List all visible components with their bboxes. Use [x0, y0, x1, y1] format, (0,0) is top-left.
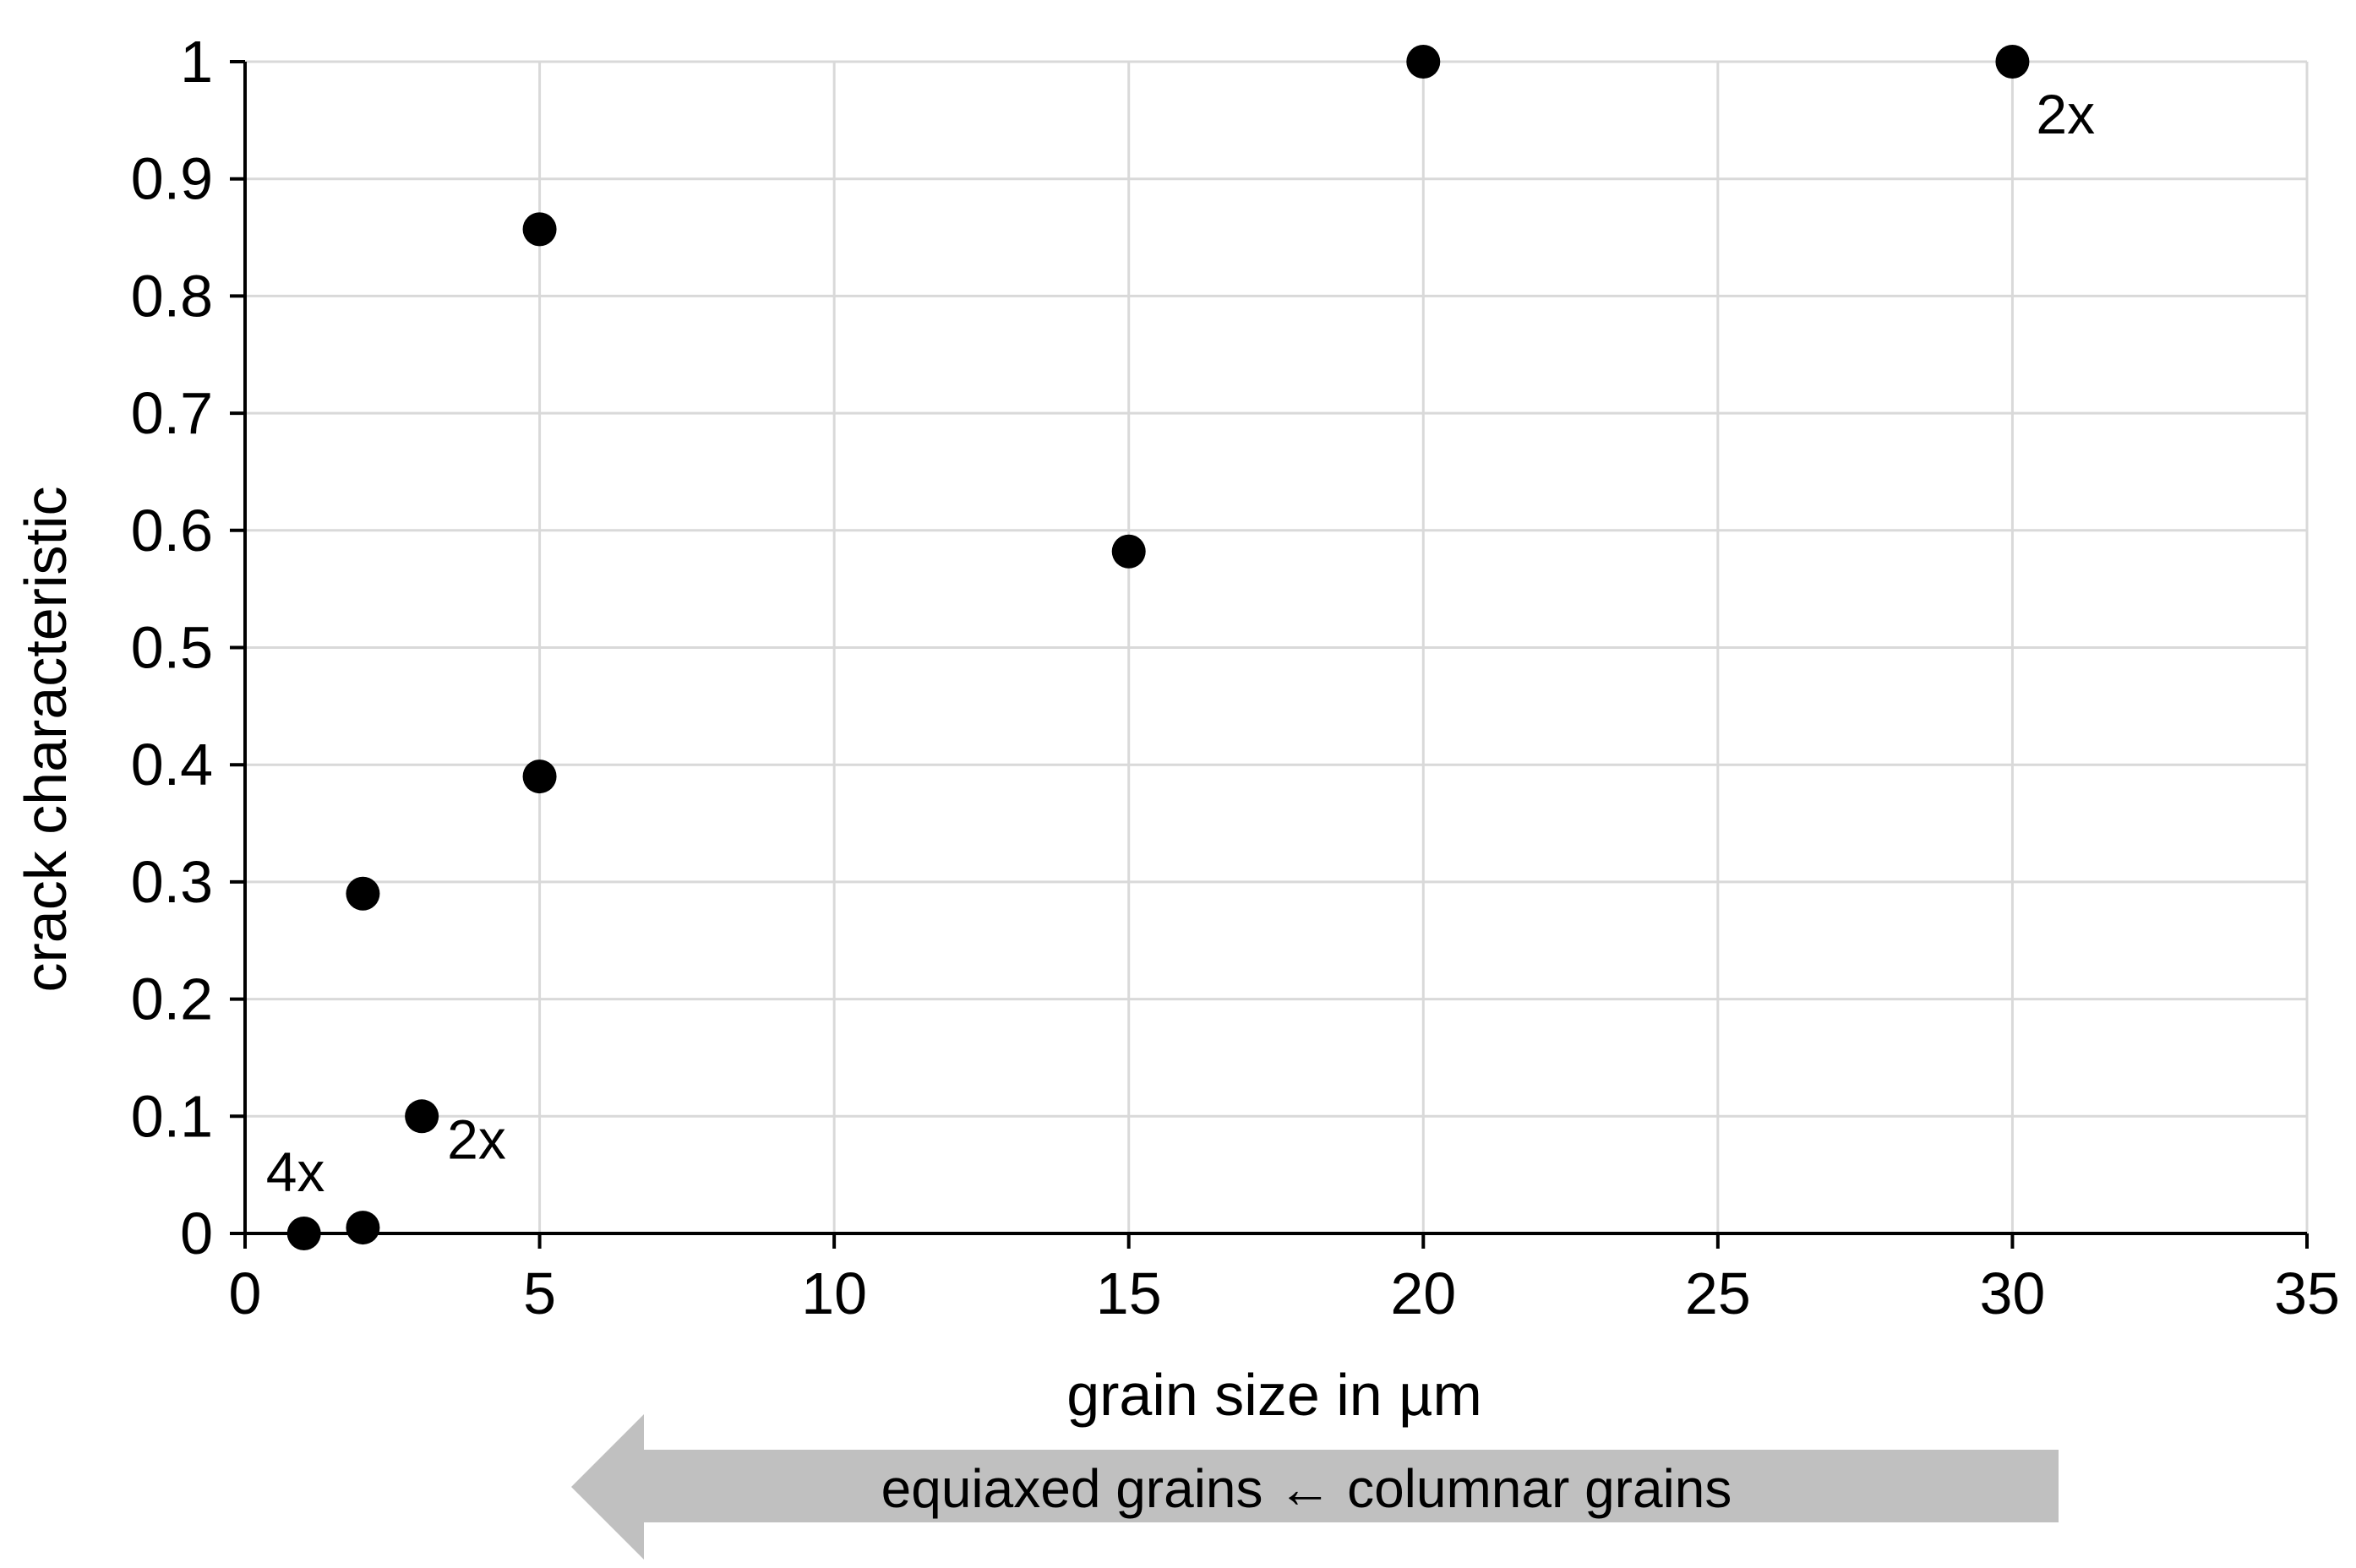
data-point — [286, 1217, 321, 1250]
y-tick-label: 0.4 — [131, 732, 213, 798]
data-points — [286, 45, 2030, 1250]
data-point — [346, 876, 380, 911]
y-tick-label: 0.7 — [131, 380, 213, 446]
y-tick-label: 0.1 — [131, 1083, 213, 1149]
grid-lines — [245, 60, 2309, 1233]
left-arrow-icon — [571, 1414, 2059, 1560]
x-tick-label: 30 — [1979, 1260, 2045, 1326]
y-tick-label: 0.3 — [131, 849, 213, 915]
y-tick-label: 0 — [180, 1200, 213, 1266]
y-tick-labels: 0 0.1 0.2 0.3 0.4 0.5 0.6 0.7 0.8 0.9 1 — [131, 29, 213, 1266]
x-tick-label: 25 — [1685, 1260, 1751, 1326]
y-tick-label: 0.5 — [131, 615, 213, 681]
data-point — [522, 212, 557, 247]
axes — [230, 60, 2309, 1249]
x-tick-label: 10 — [801, 1260, 867, 1326]
x-tick-label: 0 — [229, 1260, 262, 1326]
grain-transition-arrow: equiaxed grains ← columnar grains — [571, 1414, 2059, 1560]
arrow-label: equiaxed grains ← columnar grains — [881, 1458, 1732, 1519]
point-annotation: 4x — [266, 1141, 325, 1203]
x-tick-label: 20 — [1390, 1260, 1456, 1326]
data-point — [1111, 534, 1146, 569]
x-tick-label: 35 — [2274, 1260, 2340, 1326]
y-tick-label: 0.6 — [131, 498, 213, 564]
data-point — [1406, 45, 1441, 79]
point-annotations: 4x 2x 2x — [266, 83, 2095, 1203]
data-point — [346, 1211, 380, 1245]
x-tick-label: 5 — [523, 1260, 556, 1326]
data-point — [1995, 45, 2030, 79]
x-tick-labels: 0 5 10 15 20 25 30 35 — [229, 1260, 2340, 1326]
y-axis-title: crack characteristic — [13, 486, 79, 992]
data-point — [405, 1099, 439, 1134]
data-point — [522, 760, 557, 794]
x-axis-title: grain size in µm — [1066, 1362, 1482, 1428]
y-tick-label: 1 — [180, 29, 213, 95]
y-tick-label: 0.8 — [131, 263, 213, 329]
y-tick-label: 0.9 — [131, 146, 213, 212]
y-tick-label: 0.2 — [131, 966, 213, 1032]
point-annotation: 2x — [447, 1108, 506, 1170]
point-annotation: 2x — [2036, 83, 2095, 145]
x-tick-label: 15 — [1096, 1260, 1162, 1326]
